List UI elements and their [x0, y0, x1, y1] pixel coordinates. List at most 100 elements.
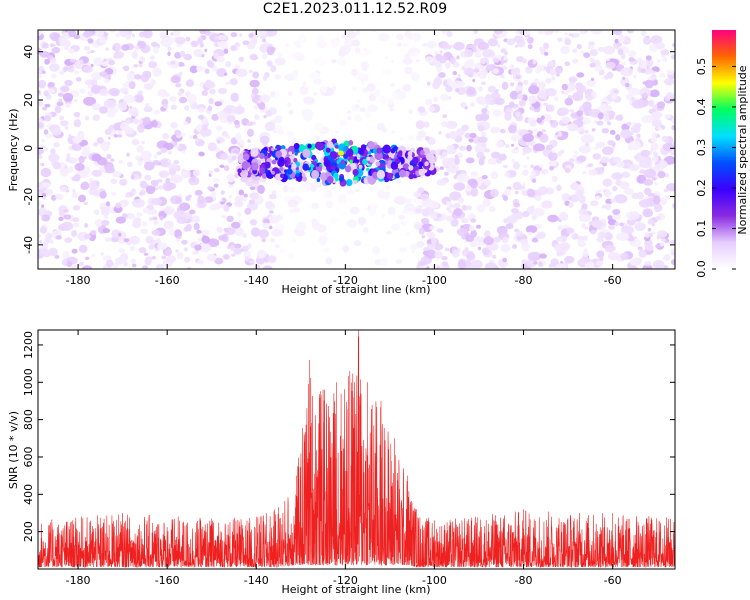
heatmap-cell	[128, 107, 139, 117]
heatmap-signal-cell	[302, 148, 311, 158]
heatmap-cell	[261, 53, 268, 60]
heatmap-cell	[536, 117, 543, 124]
heatmap-signal-cell	[275, 157, 279, 161]
heatmap-cell	[51, 73, 57, 79]
heatmap-cell	[497, 43, 501, 48]
heatmap-cell	[510, 134, 520, 142]
heatmap-cell	[42, 193, 47, 197]
heatmap-cell	[264, 30, 278, 37]
heatmap-cell	[269, 210, 274, 214]
heatmap-cell	[213, 183, 219, 188]
heatmap-signal-cell	[390, 155, 395, 159]
heatmap-cell	[223, 165, 230, 171]
heatmap-cell	[152, 216, 158, 221]
heatmap-cell	[527, 251, 542, 261]
heatmap-x-label: Height of straight line (km)	[281, 283, 430, 296]
heatmap-cell	[418, 130, 426, 138]
heatmap-cell	[282, 185, 289, 193]
heatmap-cell	[587, 163, 594, 168]
heatmap-cell	[620, 67, 633, 77]
heatmap-cell	[62, 66, 68, 73]
heatmap-cell	[468, 225, 475, 232]
heatmap-signal-cell	[316, 142, 324, 151]
heatmap-cell	[177, 62, 185, 67]
heatmap-cell	[568, 202, 574, 208]
heatmap-cell	[38, 30, 43, 36]
heatmap-cell	[71, 248, 78, 254]
heatmap-cell	[145, 102, 150, 109]
heatmap-cell	[395, 178, 402, 184]
x-tick-label: -80	[515, 574, 533, 587]
heatmap-cell	[408, 108, 413, 115]
heatmap-cell	[511, 158, 515, 163]
heatmap-cell	[143, 116, 151, 125]
heatmap-cell	[64, 30, 69, 33]
heatmap-cell	[665, 92, 675, 100]
heatmap-cell	[592, 153, 602, 160]
heatmap-signal-cell	[261, 173, 268, 179]
heatmap-cell	[405, 37, 409, 42]
heatmap-cell	[418, 227, 425, 235]
heatmap-cell	[276, 52, 283, 58]
heatmap-cell	[269, 238, 275, 243]
heatmap-cell	[582, 101, 592, 111]
heatmap-cell	[79, 88, 86, 94]
heatmap-cell	[613, 89, 619, 94]
heatmap-signal-cell	[251, 162, 259, 171]
heatmap-cell	[339, 119, 348, 127]
heatmap-cell	[660, 197, 667, 206]
heatmap-cell	[410, 72, 420, 82]
heatmap-cell	[541, 129, 546, 133]
heatmap-cell	[67, 157, 78, 164]
heatmap-signal-cell	[424, 161, 429, 166]
heatmap-cell	[137, 41, 147, 48]
heatmap-signal-cell	[278, 156, 285, 163]
heatmap-cell	[640, 68, 646, 74]
heatmap-cell	[564, 167, 571, 174]
heatmap-cell	[572, 58, 579, 64]
heatmap-cell	[570, 182, 580, 191]
heatmap-cell	[626, 93, 633, 101]
heatmap-cell	[186, 94, 197, 104]
heatmap-cell	[247, 177, 253, 182]
heatmap-cell	[647, 227, 652, 232]
heatmap-cell	[412, 198, 420, 203]
heatmap-cell	[206, 254, 217, 262]
heatmap-cell	[649, 89, 660, 98]
heatmap-cell	[132, 118, 139, 125]
heatmap-signal-cell	[291, 163, 297, 170]
heatmap-cell	[291, 138, 297, 143]
x-tick-label: -60	[604, 574, 622, 587]
heatmap-cell	[101, 208, 110, 216]
heatmap-cell	[539, 133, 549, 143]
heatmap-cell	[370, 105, 379, 112]
heatmap-cell	[185, 36, 191, 42]
heatmap-cell	[140, 56, 146, 63]
heatmap-cell	[643, 179, 654, 186]
heatmap-cell	[475, 236, 484, 243]
heatmap-cell	[38, 70, 43, 75]
heatmap-cell	[553, 30, 560, 34]
heatmap-cell	[503, 217, 509, 224]
heatmap-cell	[128, 81, 136, 90]
heatmap-cell	[153, 109, 160, 115]
heatmap-signal-cell	[267, 152, 272, 157]
heatmap-cell	[603, 189, 612, 198]
heatmap-cell	[43, 129, 49, 135]
heatmap-cell	[608, 224, 616, 230]
heatmap-cell	[182, 132, 186, 137]
heatmap-cell	[223, 48, 229, 54]
heatmap-cell	[423, 121, 430, 128]
heatmap-cell	[329, 217, 338, 224]
heatmap-cell	[183, 53, 192, 61]
heatmap-cell	[655, 216, 661, 221]
heatmap-cell	[150, 41, 158, 47]
heatmap-cell	[593, 120, 598, 124]
heatmap-cell	[42, 182, 51, 188]
heatmap-cell	[131, 51, 139, 59]
heatmap-cell	[355, 104, 360, 108]
heatmap-cell	[559, 211, 569, 221]
colorbar-tick-label: 0.5	[695, 58, 708, 76]
heatmap-cell	[386, 230, 392, 235]
heatmap-cell	[421, 223, 434, 233]
